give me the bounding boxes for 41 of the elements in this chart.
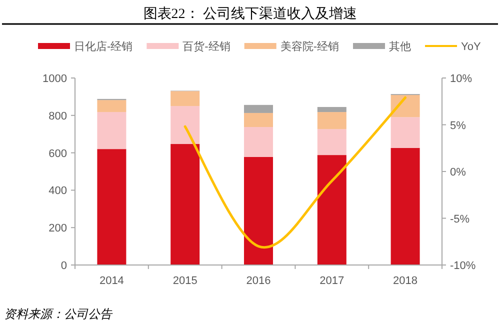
bar — [97, 100, 126, 112]
y2-tick-label: 5% — [450, 120, 466, 132]
bar — [317, 106, 346, 112]
legend-label: YoY — [461, 41, 482, 53]
line-series — [184, 96, 407, 248]
x-tick-label: 2018 — [393, 275, 418, 287]
bar — [317, 112, 346, 130]
bar — [390, 95, 420, 118]
bar — [170, 144, 200, 265]
legend-label: 其他 — [389, 40, 412, 53]
bar — [390, 148, 420, 265]
y-tick-label: 0 — [60, 260, 67, 272]
legend-label: 日化店-经销 — [74, 40, 133, 53]
bar — [244, 112, 273, 127]
bar — [317, 155, 346, 265]
bar — [244, 126, 273, 157]
legend-label: 美容院-经销 — [280, 40, 340, 53]
bar — [244, 156, 273, 265]
y-tick-label: 400 — [48, 185, 67, 198]
y-tick-label: 1000 — [42, 73, 67, 85]
bar — [170, 91, 200, 106]
bar — [97, 149, 126, 265]
bar — [244, 104, 273, 113]
y2-tick-label: 0% — [450, 166, 466, 178]
bar — [170, 106, 200, 144]
y-tick-label: 200 — [48, 222, 67, 235]
y2-tick-label: 10% — [450, 73, 472, 85]
bar — [97, 112, 126, 150]
y-tick-label: 800 — [48, 110, 67, 122]
bar — [317, 129, 346, 156]
chart-title: 图表22： 公司线下渠道收入及增速 — [143, 6, 357, 22]
y-tick-label: 600 — [48, 148, 67, 160]
bar — [390, 117, 420, 148]
y2-tick-label: -10% — [450, 260, 476, 272]
x-tick-label: 2015 — [172, 275, 198, 287]
text: 资料来源：公司公告 — [4, 307, 113, 321]
y2-tick-label: -5% — [450, 213, 470, 226]
x-tick-label: 2017 — [320, 275, 344, 287]
x-tick-label: 2014 — [99, 275, 124, 287]
legend-label: 百货-经销 — [182, 41, 230, 53]
x-tick-label: 2016 — [246, 275, 271, 287]
